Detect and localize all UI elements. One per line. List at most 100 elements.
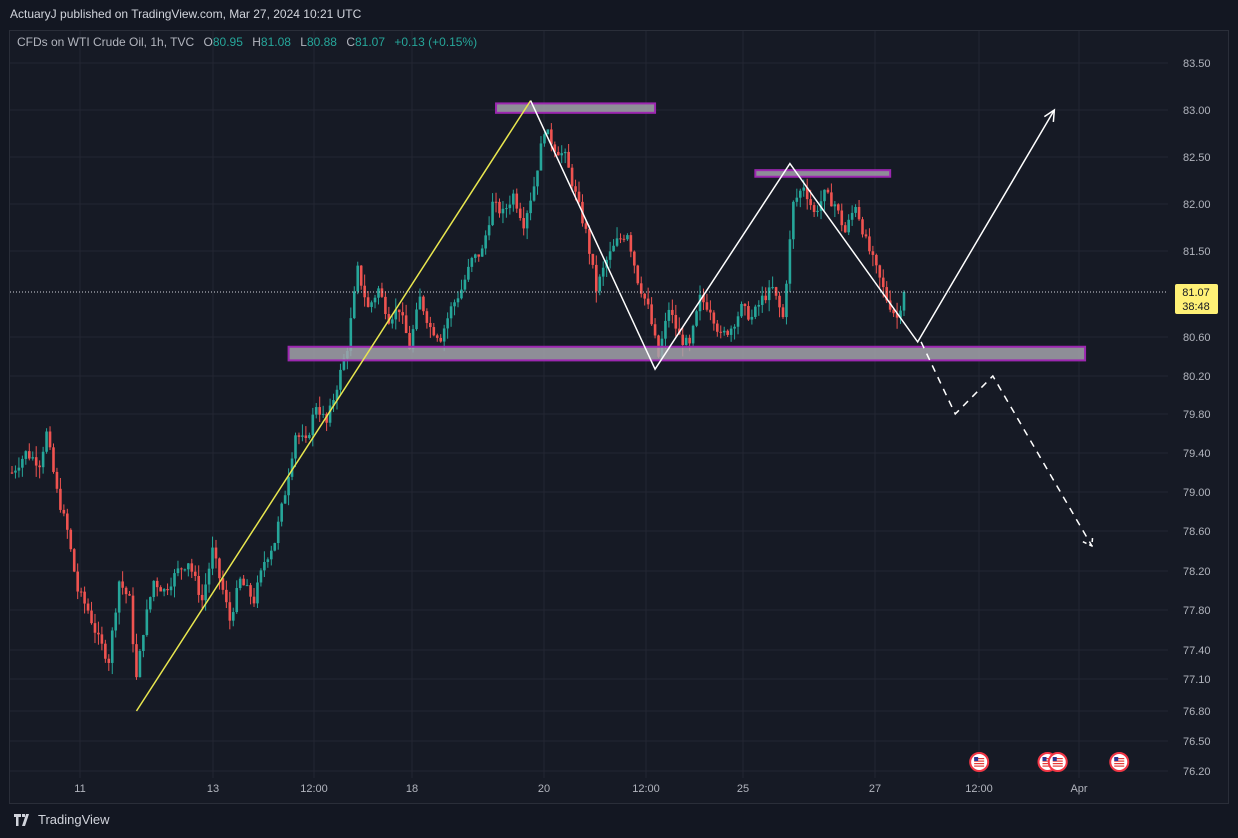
time-tick-label: 27 bbox=[869, 783, 881, 795]
candle-body bbox=[532, 186, 536, 201]
price-tick-label: 80.60 bbox=[1183, 332, 1211, 344]
candle-body bbox=[107, 658, 111, 663]
flag-stripe bbox=[1052, 763, 1063, 765]
candle-body bbox=[366, 297, 370, 307]
candle-body bbox=[432, 327, 436, 336]
candle-body bbox=[391, 319, 394, 324]
candle-body bbox=[245, 585, 249, 587]
candle-body bbox=[515, 193, 519, 209]
candle-body bbox=[190, 563, 194, 572]
time-tick-label: 12:00 bbox=[632, 783, 660, 795]
candle-body bbox=[881, 277, 885, 288]
candle-body bbox=[159, 587, 162, 592]
candle-body bbox=[62, 509, 66, 514]
candle-body bbox=[473, 254, 477, 258]
candle-body bbox=[104, 643, 107, 659]
candle-body bbox=[117, 581, 121, 613]
candle-body bbox=[384, 296, 387, 315]
candle-body bbox=[798, 190, 802, 198]
price-tick-label: 83.50 bbox=[1183, 58, 1211, 70]
candle-body bbox=[671, 309, 674, 315]
candle-body bbox=[764, 295, 768, 301]
flag-ring bbox=[969, 752, 990, 772]
flag-stripe bbox=[1052, 765, 1063, 767]
candle-body bbox=[636, 265, 640, 284]
candle-body bbox=[187, 563, 190, 570]
candle-body bbox=[429, 322, 432, 328]
candle-body bbox=[788, 239, 792, 284]
candle-body bbox=[439, 337, 443, 342]
candle-body bbox=[688, 337, 691, 344]
candle-body bbox=[311, 414, 315, 436]
candle-body bbox=[501, 208, 505, 214]
candle-body bbox=[308, 435, 311, 439]
candle-body bbox=[460, 289, 463, 299]
candle-body bbox=[422, 296, 425, 312]
candle-body bbox=[280, 503, 283, 522]
candle-body bbox=[823, 189, 826, 202]
candle-body bbox=[114, 612, 118, 631]
candle-body bbox=[816, 210, 819, 213]
low-label: L bbox=[300, 35, 307, 49]
candle-body bbox=[252, 596, 256, 604]
candle-body bbox=[425, 311, 429, 323]
flag-stripe bbox=[1042, 760, 1053, 762]
change-value: +0.13 (+0.15%) bbox=[394, 35, 478, 49]
us-flag-icon bbox=[1109, 752, 1130, 772]
tradingview-brand[interactable]: TradingView bbox=[14, 812, 110, 827]
candle-body bbox=[612, 245, 615, 252]
candle-body bbox=[875, 254, 878, 266]
candle-body bbox=[771, 287, 774, 289]
flag-canton bbox=[1052, 757, 1057, 761]
resistance-zone bbox=[754, 169, 892, 178]
candle-body bbox=[249, 585, 252, 597]
candle-body bbox=[508, 204, 512, 209]
candle-body bbox=[446, 318, 449, 329]
candle-body bbox=[608, 251, 612, 260]
candle-body bbox=[646, 298, 650, 305]
candle-body bbox=[110, 630, 114, 663]
candle-body bbox=[59, 488, 62, 510]
price-tick-label: 76.20 bbox=[1183, 766, 1211, 778]
candle-body bbox=[598, 276, 602, 292]
candle-body bbox=[494, 201, 498, 203]
candle-body bbox=[72, 549, 76, 572]
candle-body bbox=[726, 330, 729, 335]
drawing-annotations bbox=[10, 100, 1168, 712]
candle-body bbox=[121, 581, 124, 588]
resistance-zone bbox=[495, 102, 657, 114]
candle-body bbox=[401, 312, 404, 316]
candle-body bbox=[702, 294, 705, 303]
symbol-title[interactable]: CFDs on WTI Crude Oil, 1h, TVC bbox=[17, 35, 195, 49]
candle-body bbox=[10, 472, 14, 474]
candle-body bbox=[228, 602, 232, 621]
candle-body bbox=[757, 304, 761, 307]
price-tag-countdown: 38:48 bbox=[1182, 301, 1210, 313]
candle-body bbox=[553, 144, 557, 152]
candle-body bbox=[622, 238, 626, 240]
candle-body bbox=[477, 254, 481, 257]
candle-body bbox=[180, 568, 183, 570]
price-tick-label: 80.20 bbox=[1183, 371, 1211, 383]
candle-body bbox=[435, 335, 439, 338]
candle-body bbox=[259, 570, 263, 583]
candle-body bbox=[871, 251, 875, 255]
candle-body bbox=[21, 458, 24, 468]
candle-body bbox=[525, 213, 529, 229]
candle-body bbox=[830, 192, 833, 207]
high-label: H bbox=[252, 35, 261, 49]
candle-body bbox=[276, 521, 280, 544]
candle-body bbox=[266, 559, 270, 562]
candle-body bbox=[760, 295, 764, 305]
low-value: 80.88 bbox=[306, 35, 337, 49]
time-tick-label: 11 bbox=[74, 783, 85, 795]
candle-body bbox=[83, 591, 86, 604]
candle-body bbox=[754, 306, 757, 317]
candle-body bbox=[639, 283, 643, 294]
candlestick-series bbox=[10, 123, 906, 680]
candle-body bbox=[155, 580, 159, 588]
price-chart[interactable]: 83.50 83.00 82.50 82.00 81.50 80.60 80.20 79.80… bbox=[0, 0, 1238, 806]
candle-body bbox=[833, 204, 837, 207]
candle-body bbox=[594, 264, 598, 292]
candle-body bbox=[135, 644, 138, 678]
